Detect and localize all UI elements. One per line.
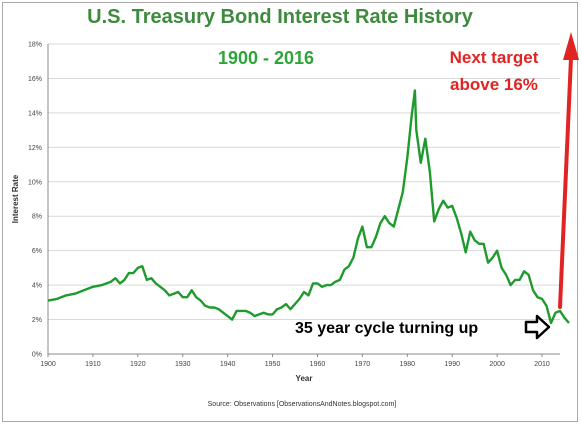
x-tick-label: 1960	[310, 361, 326, 368]
y-axis-ticks: 0% 2% 4% 6% 8% 10% 12% 14% 16% 18%	[28, 42, 42, 359]
x-tick-label: 2000	[489, 361, 505, 368]
y-tick-label: 14%	[28, 110, 42, 117]
target-arrow-head	[563, 32, 579, 60]
cycle-annotation: 35 year cycle turning up	[295, 320, 478, 337]
y-tick-label: 6%	[32, 248, 42, 255]
x-axis-title: Year	[296, 374, 313, 383]
target-annotation-line1: Next target	[450, 48, 539, 67]
y-tick-label: 8%	[32, 214, 42, 221]
x-tick-label: 1950	[265, 361, 281, 368]
x-tick-label: 1940	[220, 361, 236, 368]
x-tick-label: 1970	[355, 361, 371, 368]
x-axis-ticks: 1900 1910 1920 1930 1940 1950 1960 1970 1980 1990…	[40, 354, 550, 368]
source-note: Source: Observations [ObservationsAndNot…	[208, 401, 397, 408]
series-line	[47, 89, 570, 325]
y-tick-label: 18%	[28, 42, 42, 49]
y-tick-label: 2%	[32, 317, 42, 324]
target-annotation-line2: above 16%	[450, 75, 538, 94]
x-tick-label: 1980	[400, 361, 416, 368]
x-tick-label: 1930	[175, 361, 191, 368]
gridlines	[48, 43, 560, 321]
target-arrow-shaft	[558, 56, 573, 309]
x-tick-label: 1900	[40, 361, 56, 368]
x-tick-label: 1990	[444, 361, 460, 368]
x-tick-label: 1910	[85, 361, 101, 368]
y-axis-title: Interest Rate	[11, 174, 20, 223]
chart-title: U.S. Treasury Bond Interest Rate History	[87, 6, 473, 28]
plot-area	[48, 44, 560, 354]
x-tick-label: 1920	[130, 361, 146, 368]
x-tick-label: 2010	[534, 361, 550, 368]
y-tick-label: 0%	[32, 352, 42, 359]
range-annotation: 1900 - 2016	[218, 48, 314, 68]
turning-arrow-icon	[524, 314, 551, 340]
y-tick-label: 10%	[28, 179, 42, 186]
y-tick-label: 4%	[32, 283, 42, 290]
y-tick-label: 12%	[28, 145, 42, 152]
y-tick-label: 16%	[28, 76, 42, 83]
